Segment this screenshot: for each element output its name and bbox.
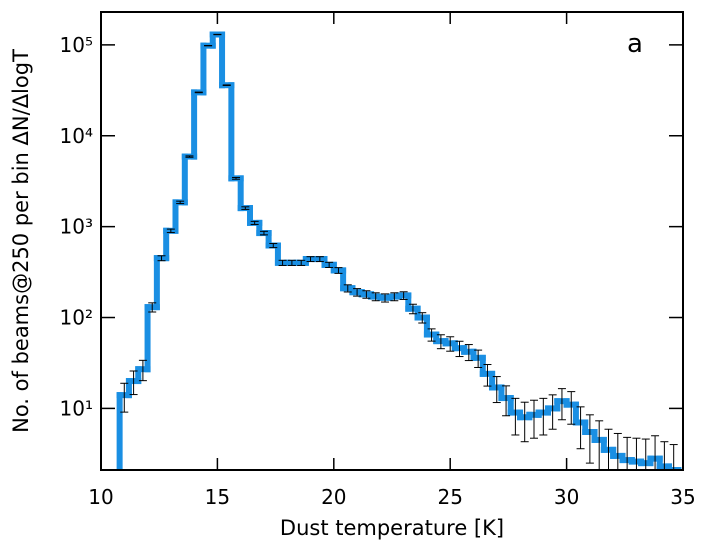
y-axis-label: No. of beams@250 per bin ΔN/ΔlogT: [9, 49, 33, 433]
plot-frame: [100, 11, 684, 471]
y-tick-label: 10³: [60, 215, 93, 239]
plot-area: [116, 31, 682, 470]
x-tick-label: 30: [554, 485, 579, 509]
y-tick-label: 10⁴: [60, 124, 93, 148]
x-tick-label: 20: [321, 485, 346, 509]
x-tick-label: 10: [88, 485, 113, 509]
x-tick-label: 15: [205, 485, 230, 509]
x-tick-label: 25: [437, 485, 462, 509]
x-axis-label: Dust temperature [K]: [280, 516, 504, 540]
annotation: a: [627, 29, 643, 59]
y-tick-label: 10⁵: [60, 33, 93, 57]
y-tick-label: 10¹: [60, 396, 93, 420]
x-tick-label: 35: [670, 485, 695, 509]
y-tick-label: 10²: [60, 306, 93, 330]
